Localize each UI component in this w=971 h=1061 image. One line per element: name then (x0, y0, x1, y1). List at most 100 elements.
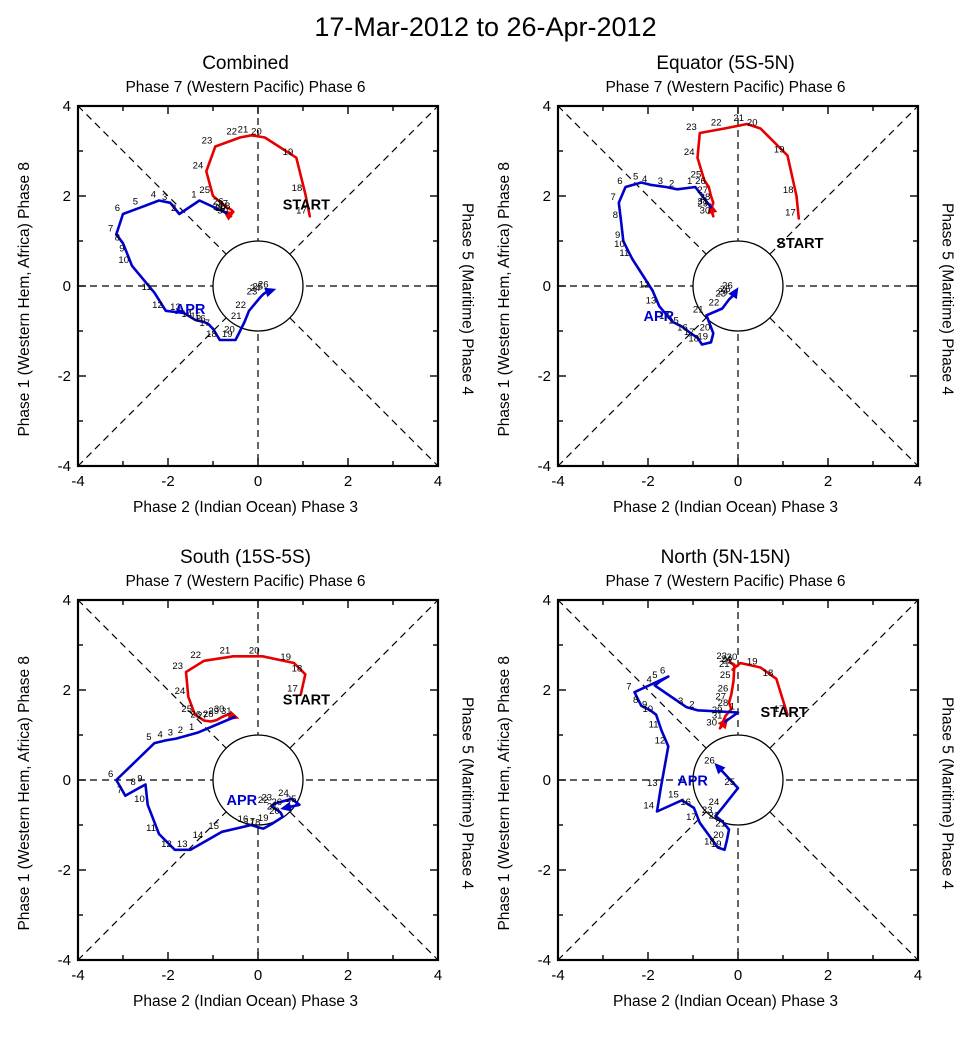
phase-space-plot: -4-4-2-200224417181920212223242526272829… (537, 99, 922, 490)
y-tick-label: 4 (62, 99, 70, 115)
panel-bottom-phase-label: Phase 2 (Indian Ocean) Phase 3 (613, 993, 838, 1010)
day-label: 20 (746, 118, 757, 129)
panel-top-phase-label: Phase 7 (Western Pacific) Phase 6 (125, 573, 366, 590)
day-label: 22 (257, 795, 268, 806)
day-label: 25 (252, 281, 263, 292)
day-label: 24 (174, 686, 185, 697)
right-label-text: Phase 5 (Maritime) Phase 4 (938, 696, 956, 890)
x-tick-label: 0 (733, 473, 741, 490)
trajectory-april (114, 199, 273, 342)
trajectory-arrowhead (279, 801, 292, 812)
day-label: 3 (167, 728, 172, 739)
day-label: 20 (251, 127, 262, 138)
x-tick-label: 0 (733, 967, 741, 984)
day-label: 2 (170, 203, 175, 214)
panel-2: South (15S-5S) Phase 7 (Western Pacific) … (14, 541, 478, 1011)
day-label: 27 (217, 199, 228, 210)
day-label: 24 (720, 654, 731, 665)
day-label: 13 (170, 302, 181, 313)
day-label: 9 (614, 230, 619, 241)
day-label: 25 (724, 777, 735, 788)
day-label: 4 (157, 729, 162, 740)
day-label: 2 (689, 699, 694, 710)
apr-label: APR (174, 302, 205, 318)
day-label: 21 (719, 659, 730, 670)
day-label: 26 (722, 280, 733, 291)
start-label: START (776, 236, 823, 252)
day-label: 10 (642, 704, 653, 715)
day-label: 9 (119, 244, 124, 255)
panel-1: Equator (5S-5N) Phase 7 (Western Pacific)… (494, 47, 958, 517)
day-label: 17 (287, 684, 298, 695)
day-label: 26 (190, 710, 201, 721)
y-tick-label: -2 (537, 862, 550, 879)
day-label: 14 (181, 309, 192, 320)
x-tick-label: 4 (913, 967, 921, 984)
day-label: 6 (107, 769, 112, 780)
y-tick-label: -2 (537, 368, 550, 385)
main-title: 17-Mar-2012 to 26-Apr-2012 (314, 12, 657, 42)
day-label: 17 (773, 704, 784, 715)
panel-right-phase-label: Phase 5 (Maritime) Phase 4 (456, 99, 478, 499)
panel-left-phase-label: Phase 1 (Western Hem, Africa) Phase 8 (494, 99, 516, 499)
day-label: 1 (729, 702, 734, 713)
left-label-text: Phase 1 (Western Hem, Africa) Phase 8 (15, 655, 33, 931)
day-label: 19 (221, 329, 232, 340)
day-label: 29 (215, 203, 226, 214)
day-label: 24 (683, 147, 694, 158)
day-label: 24 (278, 788, 289, 799)
day-label: 24 (717, 286, 728, 297)
x-tick-label: 2 (343, 473, 351, 490)
day-label: 23 (686, 122, 697, 133)
day-label: 21 (733, 113, 744, 124)
y-tick-label: 4 (62, 593, 70, 609)
right-label-text: Phase 5 (Maritime) Phase 4 (458, 202, 476, 396)
day-label: 16 (237, 814, 248, 825)
panel-title: North (5N-15N) (660, 547, 791, 568)
x-tick-label: -2 (641, 967, 654, 984)
day-label: 30 (213, 704, 224, 715)
day-label: 25 (690, 169, 701, 180)
day-label: 16 (680, 797, 691, 808)
phase-space-plot: -4-4-2-200224417181920212223242526272829… (57, 593, 442, 984)
y-tick-label: -4 (537, 952, 550, 969)
day-label: 15 (668, 789, 679, 800)
day-label: 12 (638, 280, 649, 291)
panel-top-phase-label: Phase 7 (Western Pacific) Phase 6 (605, 573, 846, 590)
day-label: 9 (137, 774, 142, 785)
day-label: 29 (208, 706, 219, 717)
day-label: 4 (641, 174, 646, 185)
day-label: 20 (269, 806, 280, 817)
day-label: 21 (266, 801, 277, 812)
panel-bottom-phase-label: Phase 2 (Indian Ocean) Phase 3 (133, 499, 358, 516)
phase-space-plot: -4-4-2-200224417181920212223242526272829… (537, 593, 922, 984)
day-label: 8 (114, 232, 119, 243)
day-label: 1 (191, 190, 196, 201)
day-label: 22 (710, 118, 721, 129)
left-label-text: Phase 1 (Western Hem, Africa) Phase 8 (495, 161, 513, 437)
day-label: 5 (132, 196, 137, 207)
x-tick-label: 2 (343, 967, 351, 984)
y-tick-label: 2 (542, 682, 550, 699)
y-tick-label: 2 (542, 188, 550, 205)
day-label: 8 (632, 695, 637, 706)
panels-grid: Combined Phase 7 (Western Pacific) Phase … (0, 47, 971, 1011)
day-label: 17 (785, 208, 796, 219)
day-label: 3 (161, 192, 166, 203)
day-label: 6 (659, 666, 664, 677)
day-label: 22 (190, 650, 201, 661)
day-label: 12 (152, 300, 163, 311)
x-tick-label: -4 (551, 967, 564, 984)
trajectory-arrowhead (263, 287, 276, 298)
day-label: 12 (654, 735, 665, 746)
day-label: 17 (683, 327, 694, 338)
panel-title: Equator (5S-5N) (656, 53, 795, 74)
day-label: 23 (201, 136, 212, 147)
y-tick-label: 0 (542, 772, 550, 789)
day-label: 18 (782, 185, 793, 196)
day-label: 18 (206, 329, 217, 340)
y-tick-label: -4 (57, 952, 70, 969)
day-label: 23 (701, 805, 712, 816)
day-label: 26 (695, 176, 706, 187)
panel-right-phase-label: Phase 5 (Maritime) Phase 4 (936, 99, 958, 499)
